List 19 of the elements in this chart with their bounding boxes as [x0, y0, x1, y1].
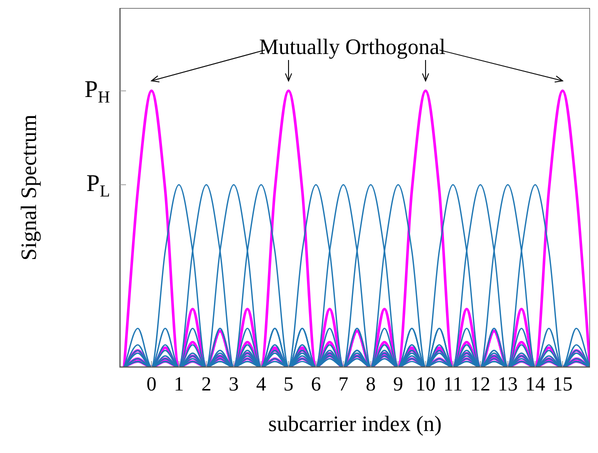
x-tick-label: 12 [470, 373, 490, 396]
x-tick-label: 3 [228, 373, 239, 396]
x-tick-label: 6 [310, 373, 321, 396]
x-tick-label: 5 [284, 373, 294, 396]
x-tick-label: 13 [498, 373, 518, 396]
text: Mutually Orthogonal [259, 34, 446, 59]
x-tick-label: 11 [443, 373, 463, 396]
x-tick-label: 14 [525, 373, 546, 396]
x-tick-label: 9 [393, 373, 404, 396]
x-tick-label: 8 [366, 373, 376, 396]
x-tick-label: 4 [256, 373, 266, 396]
x-tick-label: 15 [552, 373, 573, 396]
x-tick-label: 0 [146, 373, 157, 396]
y-axis-title: Signal Spectrum [16, 114, 41, 261]
x-axis-title: subcarrier index (n) [268, 410, 442, 436]
x-tick-label: 10 [416, 373, 436, 396]
x-tick-label: 1 [174, 373, 184, 396]
x-tick-label: 2 [201, 373, 212, 396]
x-tick-label: 7 [338, 373, 348, 396]
